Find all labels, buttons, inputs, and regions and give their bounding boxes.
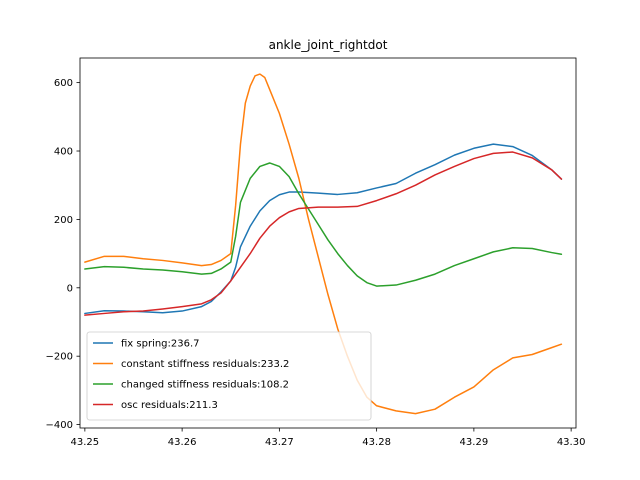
legend-frame: [86, 331, 372, 421]
series-line-1: [84, 143, 563, 315]
y-tick-label: 600: [54, 78, 73, 89]
x-axis: 43.25 43.26 43.27 43.28 43.29 43.30: [71, 428, 586, 448]
y-axis: −400 −200 0 200 400 600: [46, 78, 80, 431]
legend-label-4: osc residuals:211.3: [121, 400, 218, 411]
x-tick-label: 43.30: [557, 437, 586, 448]
x-tick-label: 43.29: [460, 437, 489, 448]
y-tick-label: −200: [46, 352, 73, 363]
series-line-2: [84, 73, 563, 415]
legend-label-3: changed stiffness residuals:108.2: [121, 380, 289, 391]
x-tick-label: 43.28: [362, 437, 391, 448]
series-line-3: [84, 162, 563, 287]
x-tick-label: 43.27: [265, 437, 294, 448]
legend-label-1: fix spring:236.7: [121, 339, 200, 350]
legend-label-2: constant stiffness residuals:233.2: [121, 359, 289, 370]
y-tick-label: 0: [67, 283, 73, 294]
y-tick-label: 400: [54, 147, 73, 158]
plot-frame: [79, 57, 577, 429]
chart-title: ankle_joint_rightdot: [269, 38, 388, 52]
legend: fix spring:236.7 constant stiffness resid…: [86, 331, 372, 421]
y-tick-label: −400: [46, 420, 73, 431]
x-tick-label: 43.26: [168, 437, 197, 448]
series-line-4: [84, 151, 563, 316]
series-layer: [84, 73, 563, 415]
y-tick-label: 200: [54, 215, 73, 226]
x-tick-label: 43.25: [71, 437, 100, 448]
